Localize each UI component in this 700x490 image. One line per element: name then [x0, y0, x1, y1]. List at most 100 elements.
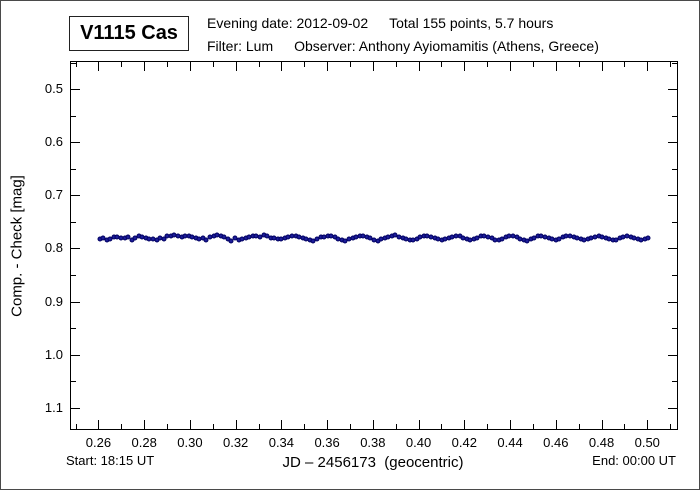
x-major-tick: [555, 62, 557, 71]
x-major-tick: [235, 420, 237, 429]
x-major-tick: [601, 420, 603, 429]
x-major-tick: [372, 420, 374, 429]
y-minor-tick: [672, 168, 677, 170]
y-minor-tick: [672, 115, 677, 117]
y-minor-tick: [672, 381, 677, 383]
y-tick-label: 0.7: [44, 187, 63, 203]
observer-label: Observer: Anthony Ayiomamitis (Athens, G…: [294, 38, 599, 54]
x-minor-tick: [121, 424, 123, 429]
x-minor-tick: [441, 62, 443, 67]
y-minor-tick: [71, 221, 76, 223]
y-minor-tick: [672, 274, 677, 276]
x-minor-tick: [75, 62, 77, 67]
y-tick-label: 1.1: [44, 399, 63, 415]
x-minor-tick: [167, 62, 169, 67]
evening-date-label: Evening date: 2012-09-02: [207, 15, 369, 31]
x-minor-tick: [487, 424, 489, 429]
x-minor-tick: [532, 424, 534, 429]
star-name: V1115 Cas: [80, 22, 178, 44]
y-minor-tick: [71, 62, 76, 64]
x-tick-label: 0.46: [543, 435, 569, 450]
session-info-line2: Filter: Lum Observer: Anthony Ayiomamitis…: [207, 35, 599, 58]
x-minor-tick: [212, 424, 214, 429]
x-major-tick: [464, 62, 466, 71]
data-point: [125, 234, 131, 240]
x-major-tick: [601, 62, 603, 71]
x-minor-tick: [258, 62, 260, 67]
x-minor-tick: [349, 62, 351, 67]
x-tick-label: 0.44: [497, 435, 523, 450]
x-major-tick: [555, 420, 557, 429]
y-tick-label: 0.6: [44, 134, 63, 150]
y-minor-tick: [672, 62, 677, 64]
x-major-tick: [510, 62, 512, 71]
x-major-tick: [372, 62, 374, 71]
y-tick-label: 0.9: [44, 293, 63, 309]
x-tick-label: 0.32: [222, 435, 249, 450]
y-minor-tick: [71, 328, 76, 330]
x-minor-tick: [670, 62, 672, 67]
plot-area: 0.26 0.28 0.30 0.32 0.34 0.36 0.38 0.40 0.42 0.44…: [45, 61, 678, 450]
star-name-box: V1115 Cas: [69, 16, 189, 51]
x-minor-tick: [624, 62, 626, 67]
x-tick-label: 0.36: [314, 435, 340, 450]
x-tick-label: 0.30: [177, 435, 203, 450]
x-minor-tick: [395, 62, 397, 67]
y-tick-label: 0.8: [44, 240, 63, 256]
session-info-line1: Evening date: 2012-09-02 Total 155 points…: [207, 12, 599, 35]
y-major-tick: [71, 301, 80, 303]
x-minor-tick: [304, 424, 306, 429]
x-major-tick: [189, 420, 191, 429]
x-minor-tick: [304, 62, 306, 67]
x-minor-tick: [532, 62, 534, 67]
x-major-tick: [144, 62, 146, 71]
x-major-tick: [464, 420, 466, 429]
y-major-tick: [71, 354, 80, 356]
x-major-tick: [281, 62, 283, 71]
x-minor-tick: [441, 424, 443, 429]
data-point: [161, 236, 167, 242]
x-tick-label: 0.40: [405, 435, 432, 450]
x-tick-label: 0.42: [451, 435, 477, 450]
x-minor-tick: [212, 62, 214, 67]
x-major-tick: [647, 420, 649, 429]
total-points-label: Total 155 points, 5.7 hours: [389, 15, 554, 31]
y-minor-tick: [71, 115, 76, 117]
x-minor-tick: [624, 424, 626, 429]
x-major-tick: [647, 62, 649, 71]
y-tick-label: 0.5: [44, 81, 63, 97]
data-point: [228, 238, 234, 244]
y-major-tick: [668, 407, 677, 409]
x-axis-title: JD – 2456173 (geocentric): [282, 454, 464, 471]
y-major-tick: [668, 89, 677, 91]
y-major-tick: [668, 248, 677, 250]
x-tick-label: 0.26: [85, 435, 112, 450]
y-major-tick: [668, 354, 677, 356]
x-major-tick: [327, 420, 329, 429]
x-minor-tick: [349, 424, 351, 429]
x-minor-tick: [395, 424, 397, 429]
data-point: [645, 235, 651, 241]
x-major-tick: [418, 62, 420, 71]
x-major-tick: [327, 62, 329, 71]
x-tick-label: 0.48: [588, 435, 615, 450]
x-major-tick: [418, 420, 420, 429]
y-major-tick: [668, 142, 677, 144]
x-tick-label: 0.38: [360, 435, 386, 450]
y-major-tick: [71, 407, 80, 409]
x-minor-tick: [578, 62, 580, 67]
x-minor-tick: [258, 424, 260, 429]
x-minor-tick: [121, 62, 123, 67]
end-time-label: End: 00:00 UT: [592, 453, 676, 468]
y-minor-tick: [672, 328, 677, 330]
x-minor-tick: [670, 424, 672, 429]
y-minor-tick: [672, 221, 677, 223]
x-major-tick: [144, 420, 146, 429]
y-major-tick: [71, 195, 80, 197]
x-tick-label: 0.28: [131, 435, 157, 450]
x-major-tick: [98, 62, 100, 71]
x-major-tick: [235, 62, 237, 71]
x-minor-tick: [167, 424, 169, 429]
start-time-label: Start: 18:15 UT: [66, 453, 155, 468]
x-tick-label: 0.34: [268, 435, 295, 450]
